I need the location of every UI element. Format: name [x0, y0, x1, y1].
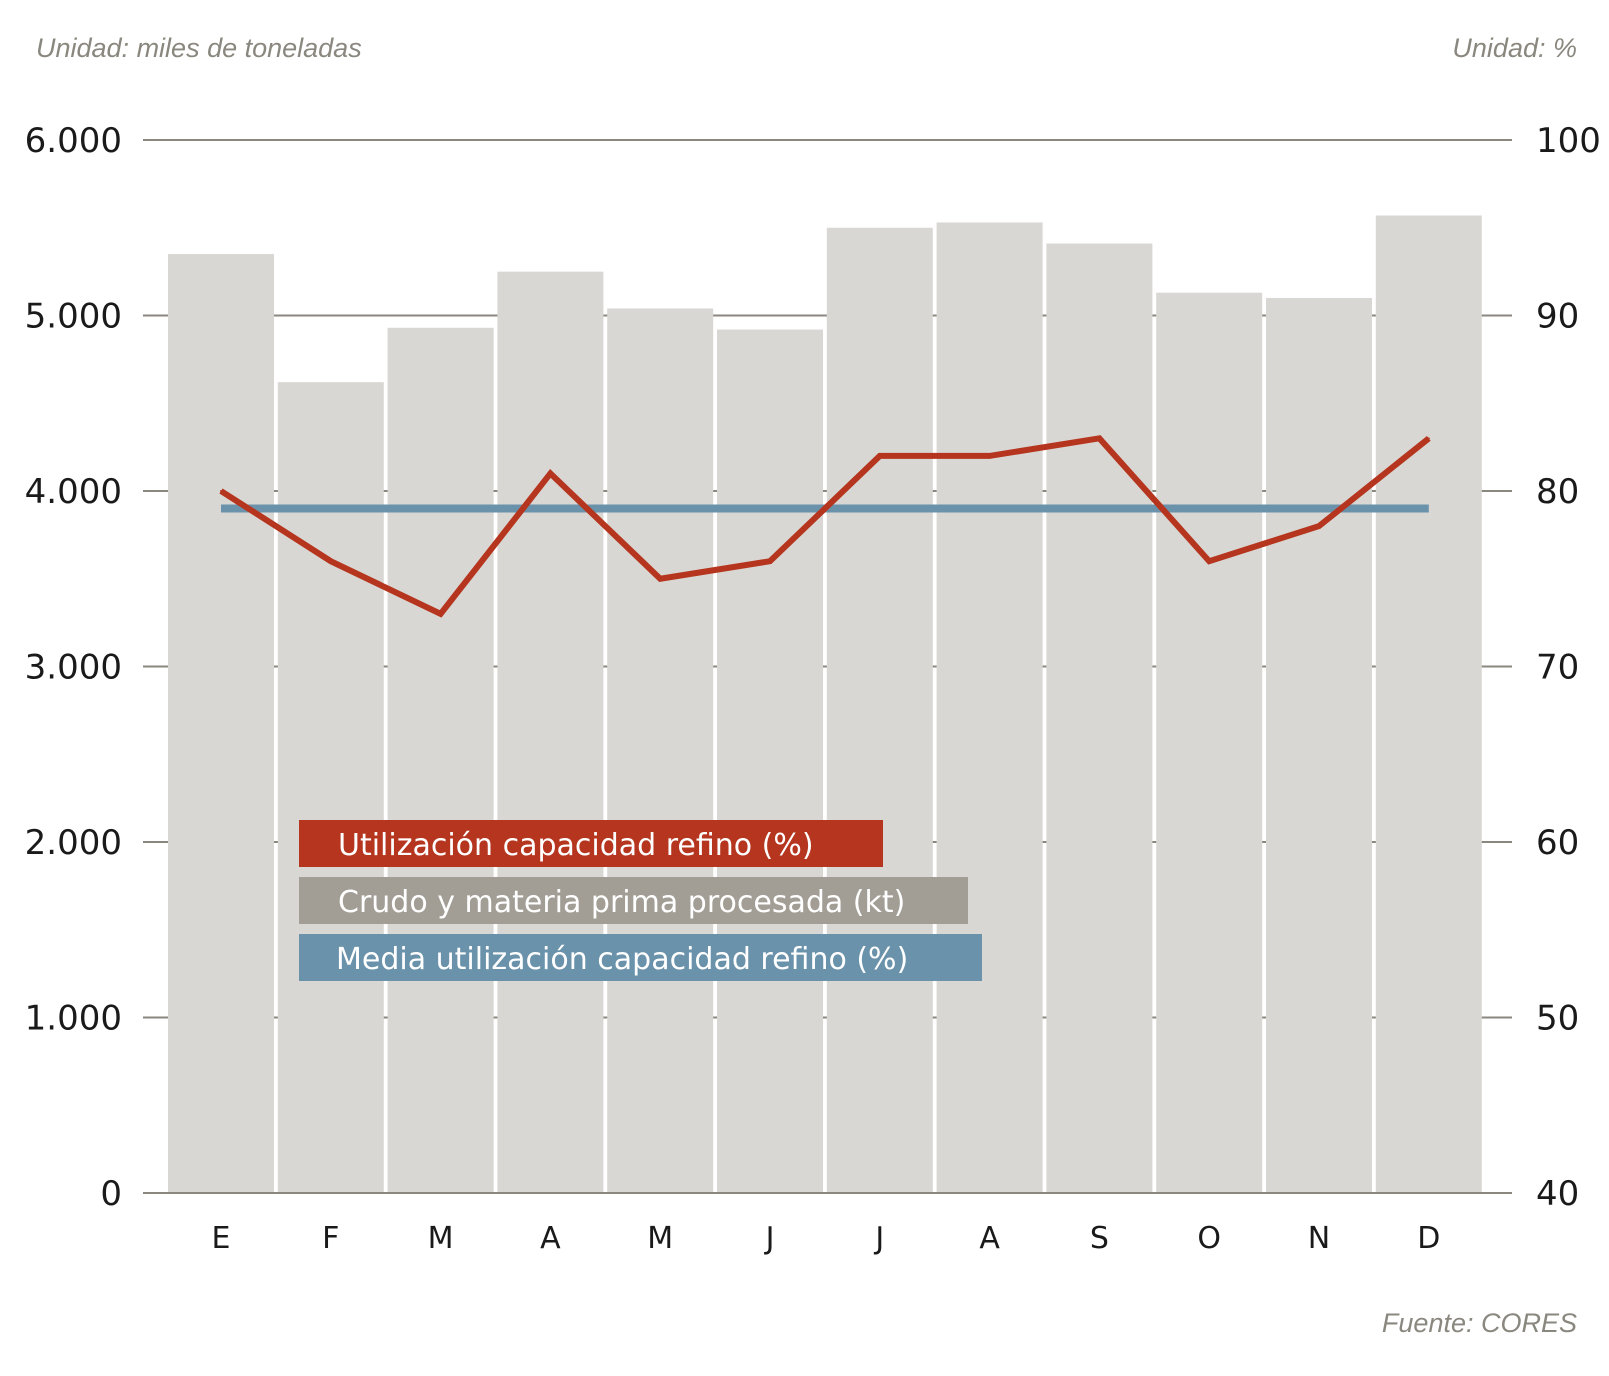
x-tick-label-6: J	[873, 1221, 884, 1256]
left-tick-label-0: 0	[100, 1174, 122, 1214]
util-point-9	[1208, 560, 1211, 563]
right-tick-label-3: 70	[1536, 648, 1579, 688]
util-point-7	[988, 454, 991, 457]
right-tick-label-0: 40	[1536, 1174, 1579, 1214]
left-tick-label-6: 6.000	[25, 121, 122, 161]
util-point-4	[659, 577, 662, 580]
left-axis: 0 1.000 2.000 3.000 4.000 5.000 6.000	[25, 121, 122, 1214]
bar-1	[277, 382, 384, 1193]
right-tick-label-1: 50	[1536, 999, 1579, 1039]
legend-label-mean: Media utilización capacidad refino (%)	[336, 942, 908, 977]
left-tick-label-4: 4.000	[25, 472, 122, 512]
util-point-6	[878, 454, 881, 457]
right-tick-label-6: 100	[1536, 121, 1601, 161]
x-tick-label-10: N	[1308, 1221, 1330, 1256]
left-unit-label: Unidad: miles de toneladas	[36, 33, 362, 63]
bar-6	[826, 227, 933, 1193]
bar-10	[1266, 297, 1372, 1193]
x-tick-label-9: O	[1197, 1221, 1221, 1256]
right-tick-label-5: 90	[1536, 297, 1579, 337]
bar-2	[387, 327, 494, 1193]
util-point-0	[220, 490, 222, 492]
legend-label-crudo: Crudo y materia prima procesada (kt)	[338, 885, 905, 920]
x-tick-label-8: S	[1090, 1221, 1109, 1256]
bar-0	[168, 254, 274, 1193]
line-series	[219, 435, 1431, 618]
legend-swatch-util	[299, 820, 883, 867]
bar-5	[717, 329, 823, 1193]
util-point-8	[1098, 437, 1101, 440]
right-tick-label-2: 60	[1536, 823, 1579, 863]
right-axis: 40 50 60 70 80 90 100	[1490, 121, 1601, 1214]
legend-swatch-crudo	[299, 877, 968, 924]
x-tick-label-5: J	[764, 1221, 775, 1256]
bar-11	[1375, 215, 1482, 1194]
legend-label-util: Utilización capacidad refino (%)	[338, 828, 814, 863]
bar-3	[497, 271, 604, 1193]
x-tick-label-0: E	[212, 1221, 231, 1256]
left-tick-label-1: 1.000	[25, 999, 122, 1039]
left-tick-label-2: 2.000	[25, 823, 122, 863]
bar-series-crudo	[168, 215, 1482, 1194]
right-tick-label-4: 80	[1536, 472, 1579, 512]
util-point-2	[439, 612, 442, 615]
x-tick-label-2: M	[428, 1221, 454, 1256]
right-unit-label: Unidad: %	[1452, 33, 1577, 63]
util-point-11	[1427, 437, 1430, 440]
legend: Utilización capacidad refino (%) Crudo y…	[299, 820, 982, 981]
x-tick-label-3: A	[540, 1221, 561, 1256]
x-tick-label-7: A	[979, 1221, 1000, 1256]
bar-9	[1156, 292, 1263, 1193]
source-label: Fuente: CORES	[1382, 1308, 1577, 1338]
util-line	[219, 435, 1431, 618]
legend-swatch-mean	[299, 934, 982, 981]
util-point-1	[329, 560, 332, 563]
bar-7	[936, 222, 1043, 1194]
util-point-3	[549, 472, 552, 475]
left-tick-label-5: 5.000	[25, 297, 122, 337]
x-tick-label-1: F	[322, 1221, 339, 1256]
x-tick-label-4: M	[647, 1221, 673, 1256]
bar-8	[1046, 243, 1153, 1194]
x-tick-label-11: D	[1417, 1221, 1440, 1256]
util-point-10	[1318, 525, 1320, 528]
util-point-5	[769, 560, 771, 563]
left-tick-label-3: 3.000	[25, 648, 122, 688]
bar-4	[607, 308, 714, 1194]
